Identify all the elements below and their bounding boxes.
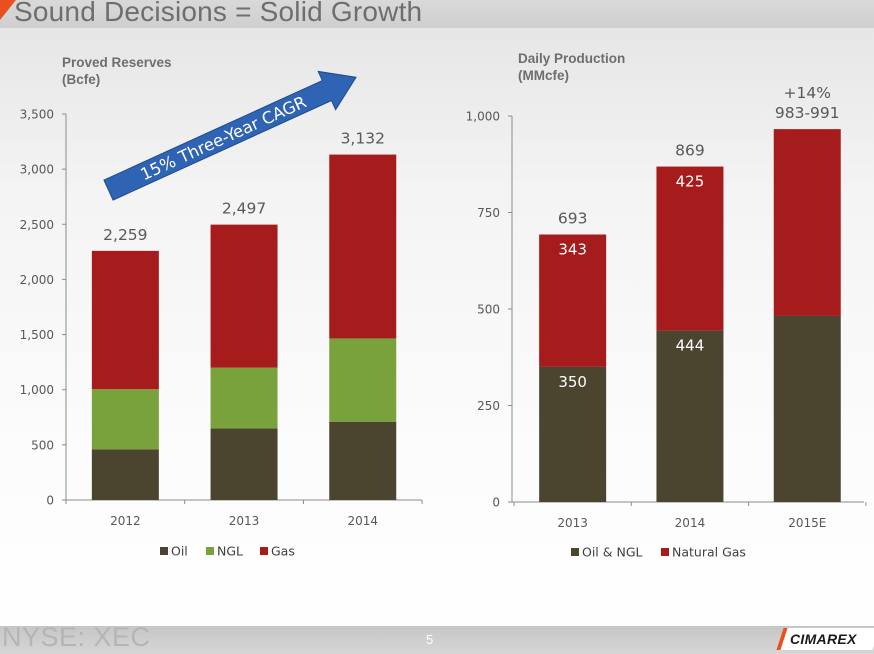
cagr-arrow: 15% Three-Year CAGR: [103, 70, 357, 201]
chart0-bar-gas-2012: [91, 250, 159, 390]
chart0-bar-oil-2012: [91, 449, 159, 500]
chart1-y-tick-label: 0: [492, 496, 500, 510]
chart0-legend-swatch: [206, 547, 214, 555]
cagr-annotation: 15% Three-Year CAGR: [137, 92, 309, 184]
production-chart-title: Daily Production (MMcfe): [518, 51, 626, 83]
chart1-category-label: 2013: [557, 516, 588, 530]
chart1-bar-natural-gas-2015E: [773, 129, 841, 316]
chart1-segment-label: 444: [676, 337, 705, 355]
chart0-bar-ngl-2014: [329, 338, 397, 422]
chart0-y-tick-label: 2,000: [20, 273, 54, 287]
chart0-legend-label: Gas: [271, 544, 295, 559]
chart1-bar-natural-gas-2014: [656, 166, 724, 331]
chart1-y-tick-label: 500: [477, 303, 500, 317]
chart1-segment-label: 425: [676, 173, 705, 191]
chart1-growth-label: +14%: [784, 84, 831, 102]
title-accent-triangle: [0, 0, 16, 20]
chart0-y-tick-label: 0: [46, 494, 54, 508]
chart1-segment-label: 343: [558, 241, 587, 259]
chart0-category-label: 2012: [110, 514, 141, 528]
chart0-y-tick-label: 2,500: [20, 218, 54, 232]
chart1-total-label: 693: [558, 210, 588, 228]
chart1-bar-natural-gas-2013: [539, 234, 607, 367]
chart0-bar-gas-2013: [210, 224, 278, 368]
chart1-y-tick-label: 250: [477, 399, 500, 413]
cagr-arrow-shape: [103, 70, 357, 201]
company-logo-text: CIMAREX: [790, 631, 857, 647]
footer-ticker: NYSE: XEC: [2, 622, 151, 652]
chart0-bar-ngl-2013: [210, 367, 278, 429]
title-bar: [0, 0, 874, 28]
chart0-y-tick-label: 3,500: [20, 108, 54, 122]
chart1-bar-oil-ngl-2014: [656, 330, 724, 502]
chart0-bar-ngl-2012: [91, 389, 159, 450]
chart1-legend-swatch: [661, 548, 669, 556]
chart1-y-tick-label: 750: [477, 206, 500, 220]
page-number: 5: [426, 632, 434, 647]
chart0-total-label: 3,132: [341, 130, 385, 148]
chart0-bar-oil-2014: [329, 421, 397, 500]
chart1-category-label: 2015E: [788, 516, 826, 530]
chart0-bar-gas-2014: [329, 154, 397, 339]
chart1-legend-label: Oil & NGL: [582, 545, 643, 560]
chart0-category-label: 2013: [229, 514, 260, 528]
reserves-chart-title: Proved Reserves (Bcfe): [62, 55, 172, 87]
chart0-y-tick-label: 500: [31, 438, 54, 452]
chart1-total-label: 983-991: [775, 104, 840, 122]
chart0-legend-swatch: [260, 547, 268, 555]
chart1-bar-oil-ngl-2015E: [773, 315, 841, 502]
chart0-y-tick-label: 3,000: [20, 163, 54, 177]
footer-band: [0, 626, 874, 654]
chart0-total-label: 2,259: [103, 226, 147, 244]
chart1-total-label: 869: [675, 142, 705, 160]
chart0-y-tick-label: 1,500: [20, 328, 54, 342]
chart0-legend-label: NGL: [217, 544, 243, 559]
chart0-total-label: 2,497: [222, 200, 266, 218]
chart1-legend-label: Natural Gas: [672, 545, 746, 560]
chart1-legend-swatch: [571, 548, 579, 556]
chart0-legend-label: Oil: [171, 544, 188, 559]
chart0-y-tick-label: 1,000: [20, 383, 54, 397]
chart0-category-label: 2014: [347, 514, 378, 528]
chart1-segment-label: 350: [558, 373, 587, 391]
chart0-legend-swatch: [160, 547, 168, 555]
chart0-bar-oil-2013: [210, 428, 278, 500]
chart1-y-tick-label: 1,000: [466, 110, 500, 124]
slide-title: Sound Decisions = Solid Growth: [14, 0, 423, 27]
chart1-category-label: 2014: [675, 516, 706, 530]
chart1-bar-oil-ngl-2013: [539, 366, 607, 502]
